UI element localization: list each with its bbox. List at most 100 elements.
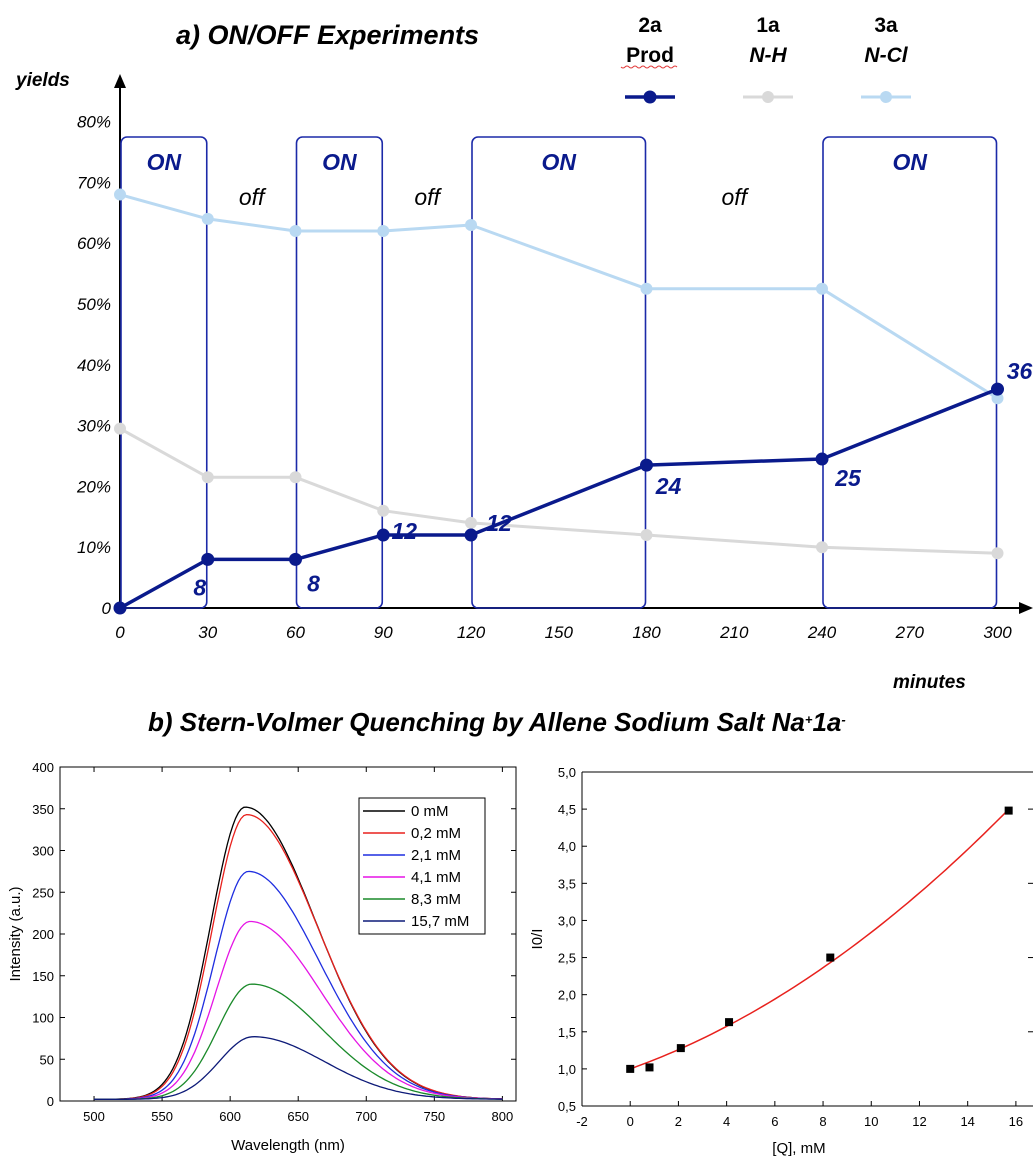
x-tick-label: 750 <box>423 1109 445 1124</box>
y-tick-label: 50 <box>40 1052 54 1067</box>
x-axis-label: [Q], mM <box>772 1140 825 1157</box>
panel-b-title-sup1: + <box>805 712 813 727</box>
on-interval-label: ON <box>542 149 577 175</box>
on-interval-label: ON <box>322 149 357 175</box>
x-tick-label: 2 <box>675 1114 682 1129</box>
off-interval-label: off <box>721 184 749 210</box>
y-tick-label: 50% <box>77 295 111 314</box>
on-interval-label: ON <box>893 149 928 175</box>
x-tick-label: 8 <box>819 1114 826 1129</box>
y-tick-label: 250 <box>32 885 54 900</box>
panel-b-title-main: b) Stern-Volmer Quenching by Allene Sodi… <box>148 707 805 737</box>
product-data-label: 24 <box>655 473 682 499</box>
nh-data-point <box>991 547 1004 560</box>
prod-data-point <box>991 382 1004 396</box>
y-tick-label: 30% <box>77 417 111 436</box>
data-point <box>645 1063 654 1072</box>
y-tick-label: 100 <box>32 1011 54 1026</box>
ncl-data-point <box>289 225 302 238</box>
ncl-data-point <box>991 392 1004 405</box>
x-tick-label: 10 <box>864 1114 878 1129</box>
y-tick-label: 70% <box>77 173 111 192</box>
prod-data-point <box>464 528 478 542</box>
fit-curve <box>629 808 1010 1070</box>
data-point <box>826 953 835 962</box>
x-tick-label: 240 <box>807 623 837 642</box>
x-tick-label: 550 <box>151 1109 173 1124</box>
y-axis-label: I0/I <box>529 929 546 950</box>
y-tick-label: 150 <box>32 969 54 984</box>
y-tick-label: 1,0 <box>558 1062 576 1077</box>
off-interval-label: off <box>239 184 267 210</box>
y-tick-label: 4,0 <box>558 839 576 854</box>
nh-data-point <box>377 504 390 517</box>
ncl-data-point <box>114 188 126 201</box>
x-tick-label: 180 <box>632 623 661 642</box>
x-tick-label: 700 <box>355 1109 377 1124</box>
ncl-data-point <box>201 212 214 225</box>
product-data-label: 25 <box>834 465 862 491</box>
y-tick-label: 60% <box>77 234 111 253</box>
off-interval-label: off <box>414 184 442 210</box>
panel-b-spectra-chart: 0 50 100 150 200 250 300 350 400 500 550 600 650 700 7… <box>7 760 517 1154</box>
x-tick-label: 0 <box>115 623 125 642</box>
ncl-data-point <box>465 218 477 231</box>
panel-a-title: a) ON/OFF Experiments <box>176 20 479 50</box>
nh-data-point <box>465 516 477 529</box>
y-tick-label: 350 <box>32 802 54 817</box>
ncl-data-point <box>816 282 828 295</box>
data-point <box>626 1064 635 1073</box>
x-tick-label: 16 <box>1009 1114 1023 1129</box>
y-tick-label: 3,5 <box>558 876 576 891</box>
x-tick-label: 14 <box>960 1114 974 1129</box>
y-tick-label: 0,5 <box>558 1099 576 1114</box>
legend-label: 0 mM <box>411 803 449 820</box>
spectrum-1-line <box>94 813 503 1100</box>
nh-series-line <box>119 427 998 555</box>
nh-data-point <box>201 471 214 484</box>
legend-prod-bottom: Prod <box>626 44 674 67</box>
x-axis-arrow <box>1019 602 1033 614</box>
product-data-label: 8 <box>307 570 320 596</box>
legend-label: 2,1 mM <box>411 847 461 864</box>
ncl-series-line <box>119 193 999 400</box>
y-tick-label: 80% <box>77 113 111 132</box>
x-tick-label: 270 <box>895 623 925 642</box>
y-tick-label: 1,5 <box>558 1025 576 1040</box>
x-tick-label: 150 <box>545 623 574 642</box>
x-tick-label: 12 <box>912 1114 926 1129</box>
legend-prod-top: 2a <box>638 14 662 37</box>
panel-b-title-mid: 1a <box>812 707 841 737</box>
y-tick-label: 10% <box>77 538 111 557</box>
x-tick-label: -2 <box>576 1114 588 1129</box>
y-axis-label: yields <box>15 70 70 91</box>
y-axis-arrow <box>114 74 126 88</box>
legend-label: 0,2 mM <box>411 825 461 842</box>
x-tick-label: 210 <box>719 623 749 642</box>
on-interval-label: ON <box>147 149 182 175</box>
legend-ncl-swatch-dot <box>880 91 892 103</box>
data-point <box>725 1018 734 1027</box>
spectrum-5-line <box>94 1036 503 1100</box>
nh-data-point <box>114 422 126 435</box>
y-tick-label: 40% <box>77 356 111 375</box>
on-interval-box <box>471 136 647 609</box>
data-point <box>676 1044 685 1053</box>
x-tick-label: 60 <box>286 623 305 642</box>
legend-ncl-top: 3a <box>874 14 898 37</box>
legend-label: 15,7 mM <box>411 913 469 930</box>
x-tick-label: 650 <box>287 1109 309 1124</box>
product-data-label: 36 <box>1007 358 1033 384</box>
nh-data-point <box>640 529 653 542</box>
y-tick-label: 0 <box>102 599 112 618</box>
y-tick-label: 200 <box>32 927 54 942</box>
x-tick-label: 4 <box>723 1114 730 1129</box>
x-tick-label: 90 <box>374 623 393 642</box>
product-data-label: 12 <box>486 510 512 536</box>
prod-series-line <box>119 387 999 610</box>
x-tick-label: 30 <box>198 623 217 642</box>
prod-data-point <box>815 452 829 466</box>
panel-b-title: b) Stern-Volmer Quenching by Allene Sodi… <box>148 707 846 737</box>
panel-a-chart: yields minutes 0 10% 20% 30% 40% 50% 60% 70% 80% 0 3… <box>15 14 1033 693</box>
y-tick-label: 400 <box>32 760 54 775</box>
